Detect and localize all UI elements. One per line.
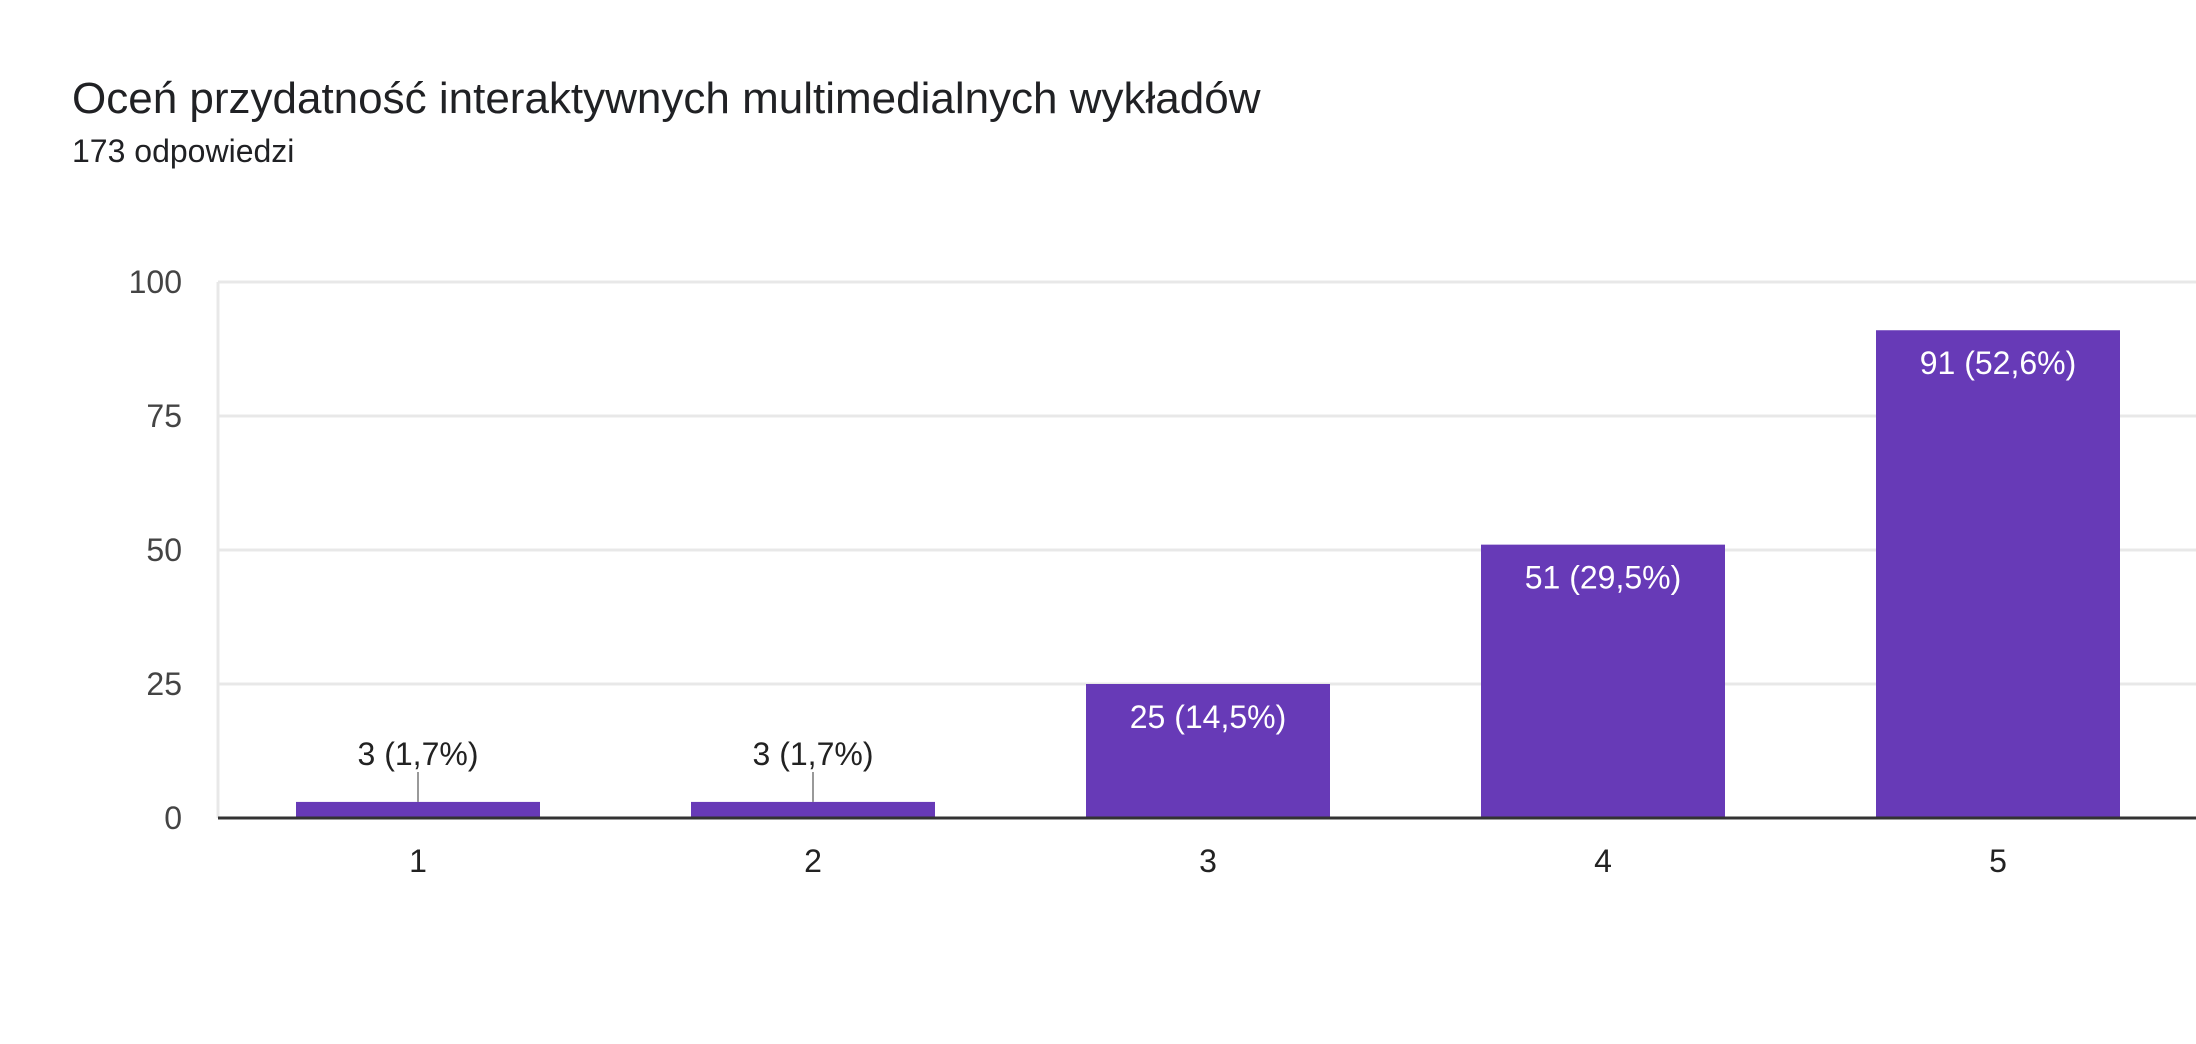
bar — [1876, 330, 2120, 818]
y-tick-label: 0 — [164, 800, 182, 836]
data-label: 3 (1,7%) — [358, 736, 479, 772]
chart-header: Oceń przydatność interaktywnych multimed… — [72, 70, 1261, 170]
response-count: 173 odpowiedzi — [72, 133, 295, 170]
data-label: 25 (14,5%) — [1130, 699, 1287, 735]
bar — [296, 801, 540, 818]
x-tick-label: 5 — [1989, 843, 2007, 879]
y-tick-label: 25 — [146, 666, 182, 702]
x-tick-label: 3 — [1199, 843, 1217, 879]
x-tick-label: 1 — [409, 843, 427, 879]
y-tick-label: 100 — [129, 264, 182, 300]
chart-title: Oceń przydatność interaktywnych multimed… — [72, 74, 1261, 123]
data-label: 91 (52,6%) — [1920, 345, 2077, 381]
y-tick-label: 50 — [146, 532, 182, 568]
x-axis-ticks: 1 2 3 4 5 — [409, 843, 2007, 879]
bars — [296, 330, 2120, 818]
bar — [1086, 684, 1330, 818]
data-labels: 3 (1,7%) 3 (1,7%) 25 (14,5%) 51 (29,5%) 91 (… — [358, 345, 2077, 802]
data-label: 51 (29,5%) — [1525, 560, 1682, 596]
x-tick-label: 4 — [1594, 843, 1612, 879]
y-axis-ticks: 0 25 50 75 100 — [129, 264, 182, 836]
bar — [691, 801, 935, 818]
y-tick-label: 75 — [146, 398, 182, 434]
x-tick-label: 2 — [804, 843, 822, 879]
data-label: 3 (1,7%) — [753, 736, 874, 772]
bar — [1481, 544, 1725, 818]
